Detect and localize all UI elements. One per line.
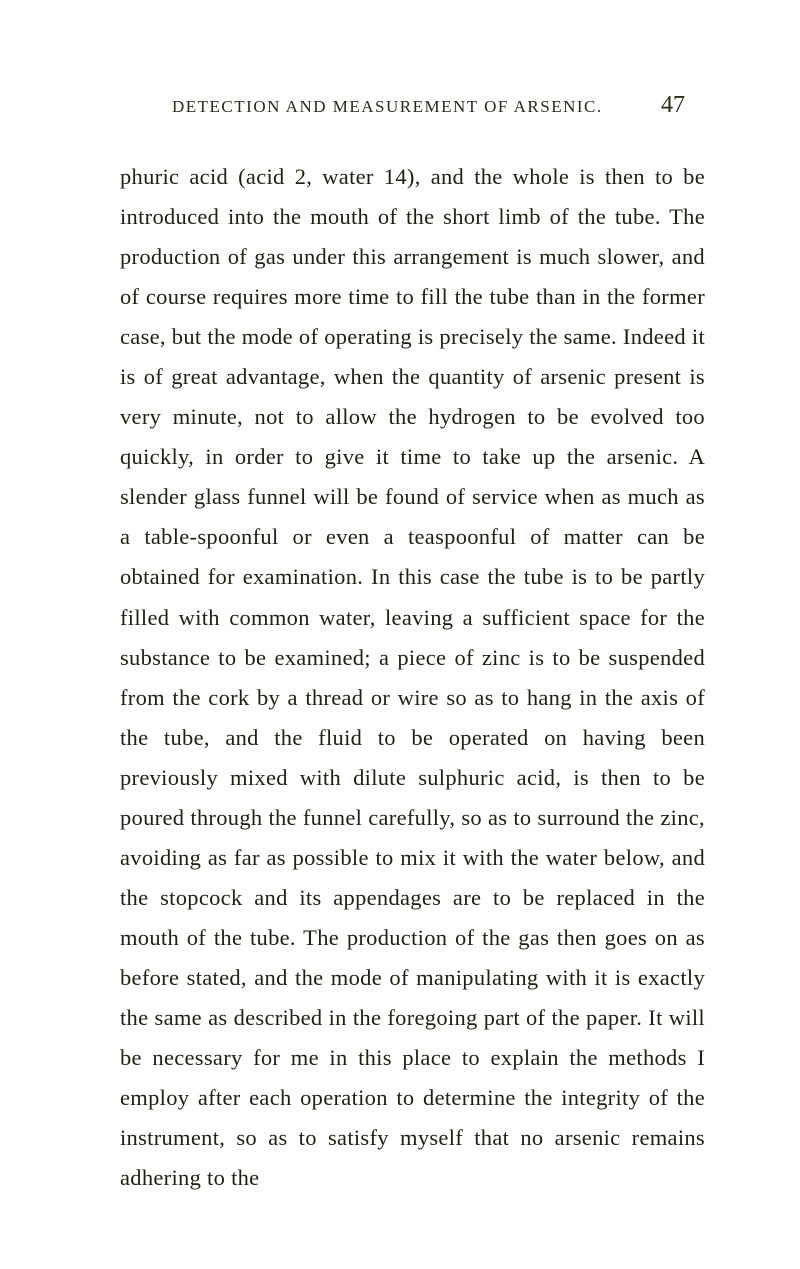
- paragraph: phuric acid (acid 2, water 14), and the …: [120, 157, 705, 1198]
- page-number: 47: [661, 92, 685, 119]
- header-title: DETECTION AND MEASUREMENT OF ARSENIC.: [172, 97, 603, 117]
- page-header: DETECTION AND MEASUREMENT OF ARSENIC. 47: [120, 92, 705, 119]
- body-text: phuric acid (acid 2, water 14), and the …: [120, 157, 705, 1198]
- document-page: DETECTION AND MEASUREMENT OF ARSENIC. 47…: [0, 0, 800, 1269]
